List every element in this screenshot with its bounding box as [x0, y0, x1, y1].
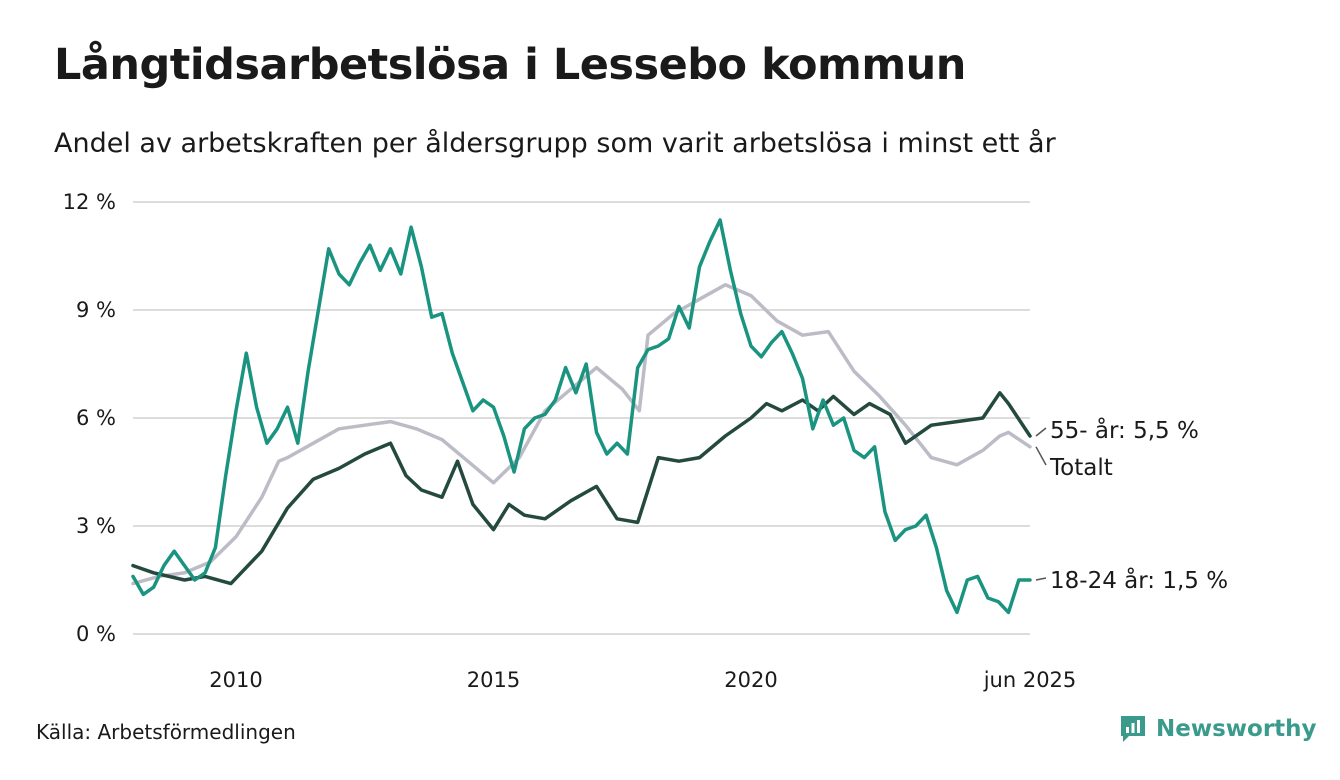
end-label-youth: 18-24 år: 1,5 % [1050, 566, 1228, 594]
series-line-total [131, 283, 1032, 586]
x-tick-label: 2010 [209, 668, 262, 692]
y-axis-ticks: 0 % 3 % 6 % 9 % 12 % [63, 190, 116, 646]
end-label-senior: 55- år: 5,5 % [1050, 416, 1199, 444]
y-tick-label: 6 % [76, 406, 116, 430]
gridlines [133, 201, 1030, 635]
y-tick-label: 3 % [76, 514, 116, 538]
brand-name: Newsworthy [1156, 716, 1317, 742]
source-note: Källa: Arbetsförmedlingen [36, 720, 296, 744]
leader-line-youth [1035, 577, 1047, 581]
end-label-total: Totalt [1049, 455, 1113, 481]
newsworthy-logo-icon [1121, 716, 1145, 742]
leader-line-total [1035, 446, 1047, 466]
y-tick-label: 0 % [76, 622, 116, 646]
end-labels: 55- år: 5,5 % Totalt 18-24 år: 1,5 % [1035, 416, 1228, 594]
x-axis-ticks: 2010 2015 2020 jun 2025 [209, 668, 1076, 692]
x-tick-label: 2015 [467, 668, 520, 692]
y-tick-label: 9 % [76, 298, 116, 322]
line-chart: 0 % 3 % 6 % 9 % 12 % 2010 2015 2020 jun 2025 55… [63, 190, 1228, 692]
brand-logo: Newsworthy [1118, 714, 1317, 744]
x-tick-label: jun 2025 [983, 668, 1077, 692]
chart-title: Långtidsarbetslösa i Lessebo kommun [54, 40, 966, 90]
x-tick-label: 2020 [724, 668, 777, 692]
series-lines [131, 218, 1032, 615]
series-line-youth [131, 218, 1032, 615]
series-line-senior [131, 391, 1032, 586]
y-tick-label: 12 % [63, 190, 116, 214]
leader-line-senior [1035, 427, 1047, 437]
chart-subtitle: Andel av arbetskraften per åldersgrupp s… [54, 128, 1056, 159]
